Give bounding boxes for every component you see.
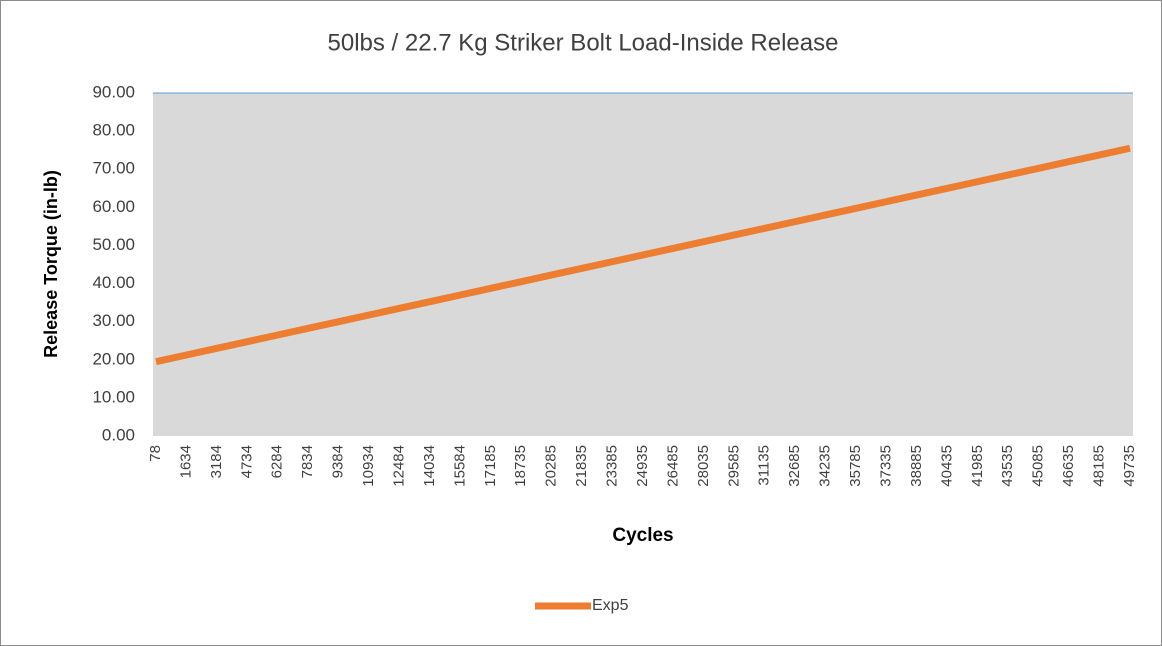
y-tick-label: 90.00 [92, 82, 135, 101]
x-tick-label: 26485 [664, 445, 681, 487]
x-tick-label: 41985 [969, 445, 986, 487]
x-tick-label: 18735 [512, 445, 529, 487]
x-tick-label: 7834 [299, 445, 316, 478]
x-tick-label: 17185 [482, 445, 499, 487]
x-tick-label: 1634 [177, 445, 194, 478]
legend-label: Exp5 [592, 597, 629, 614]
y-tick-label: 40.00 [92, 273, 135, 292]
x-tick-label: 40435 [938, 445, 955, 487]
x-tick-label: 35785 [847, 445, 864, 487]
x-tick-label: 49735 [1121, 445, 1138, 487]
x-tick-label: 28035 [695, 445, 712, 487]
x-tick-label: 43535 [999, 445, 1016, 487]
x-tick-label: 31135 [756, 445, 773, 486]
data-line [155, 144, 1131, 366]
x-tick-label: 38885 [908, 445, 925, 487]
y-tick-label: 70.00 [92, 159, 135, 178]
x-tick-label: 48185 [1091, 445, 1108, 487]
y-tick-label: 30.00 [92, 311, 135, 330]
x-tick-label: 9384 [330, 445, 347, 478]
x-tick-label: 20285 [543, 445, 560, 487]
x-tick-label: 32685 [786, 445, 803, 487]
x-tick-label: 6284 [269, 445, 286, 478]
x-axis-label: Cycles [612, 525, 673, 546]
x-tick-label: 34235 [817, 445, 834, 487]
x-tick-label: 45085 [1030, 445, 1047, 487]
plot-area [153, 93, 1133, 436]
x-tick-label: 23385 [604, 445, 621, 487]
x-tick-label: 4734 [238, 445, 255, 478]
y-tick-label: 20.00 [92, 349, 135, 368]
x-tick-label: 78 [147, 445, 164, 462]
y-tick-label: 50.00 [92, 235, 135, 254]
x-tick-label: 3184 [208, 445, 225, 478]
x-tick-label: 12484 [390, 445, 407, 487]
x-tick-label: 14034 [421, 445, 438, 487]
y-tick-label: 0.00 [102, 425, 135, 444]
x-tick-label: 10934 [360, 445, 377, 487]
x-tick-label: 46635 [1060, 445, 1077, 487]
y-tick-label: 80.00 [92, 121, 135, 140]
x-tick-label: 15584 [451, 445, 468, 487]
y-tick-label: 10.00 [92, 387, 135, 406]
chart-title: 50lbs / 22.7 Kg Striker Bolt Load-Inside… [328, 29, 839, 56]
x-tick-label: 24935 [634, 445, 651, 487]
x-tick-label: 29585 [725, 445, 742, 487]
y-tick-label: 60.00 [92, 197, 135, 216]
x-tick-label: 21835 [573, 445, 590, 487]
x-tick-label: 37335 [877, 445, 894, 487]
y-axis-label: Release Torque (in-lb) [41, 170, 61, 358]
